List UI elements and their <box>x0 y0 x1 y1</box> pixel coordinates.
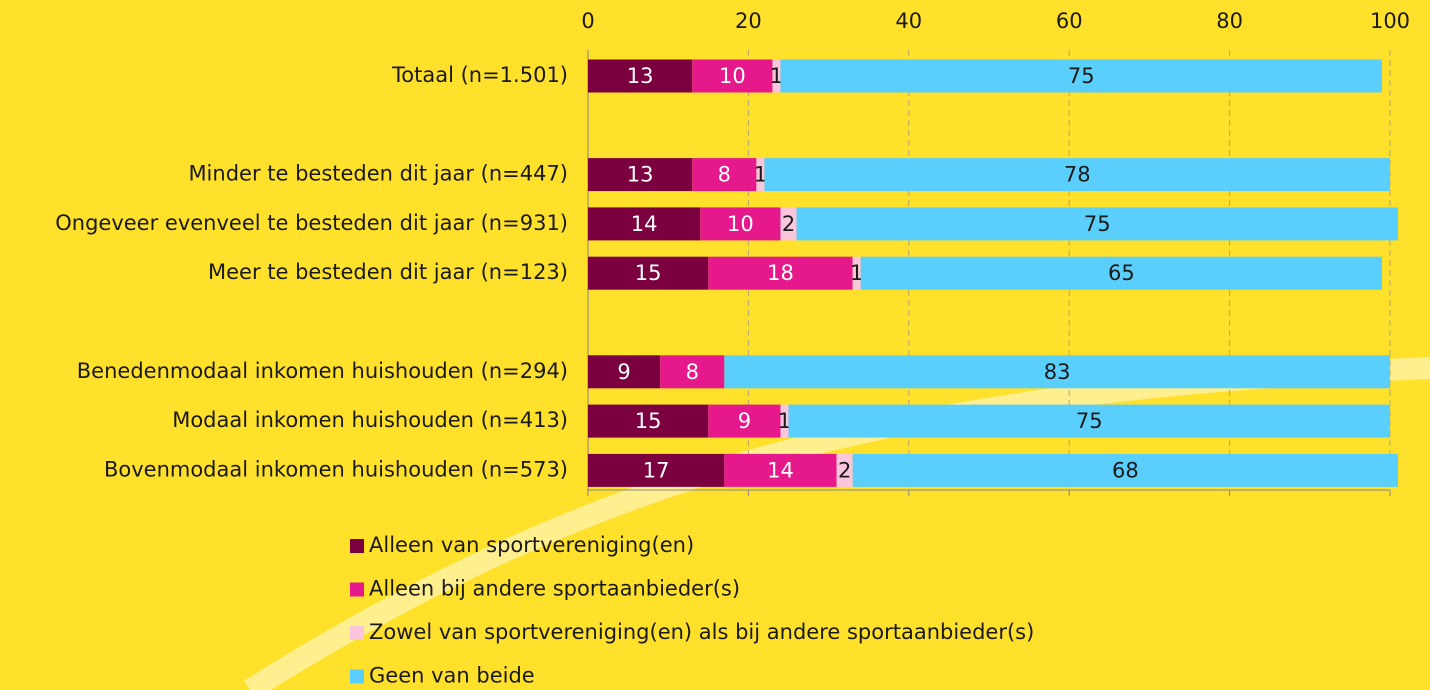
data-label: 8 <box>686 360 699 384</box>
legend-label: Zowel van sportvereniging(en) als bij an… <box>369 620 1034 644</box>
bar-segment <box>772 59 781 93</box>
data-label: 68 <box>1112 458 1139 482</box>
legend-label: Alleen van sportvereniging(en) <box>369 533 694 557</box>
data-label: 75 <box>1076 409 1103 433</box>
x-tick-label: 0 <box>581 9 594 33</box>
bar-segment <box>756 158 765 192</box>
legend-swatch <box>350 539 364 553</box>
x-tick-label: 20 <box>735 9 762 33</box>
bar-segment <box>588 158 693 192</box>
legend-label: Alleen bij andere sportaanbieder(s) <box>369 577 740 601</box>
data-label: 75 <box>1084 212 1111 236</box>
y-tick-label: Meer te besteden dit jaar (n=123) <box>208 260 568 284</box>
bar-segment <box>588 256 709 290</box>
bar-segment <box>852 256 861 290</box>
y-tick-label: Benedenmodaal inkomen huishouden (n=294) <box>77 359 568 383</box>
data-label: 15 <box>635 261 662 285</box>
data-label: 10 <box>719 64 746 88</box>
legend-swatch <box>350 669 364 684</box>
bar-segment <box>724 355 1390 389</box>
bar-segment <box>788 404 1390 438</box>
data-label: 13 <box>627 163 654 187</box>
data-label: 8 <box>718 163 731 187</box>
bar-segment <box>588 59 693 93</box>
bar-segment <box>588 404 709 438</box>
bar-segment <box>588 453 725 487</box>
legend-swatch <box>350 582 364 597</box>
data-label: 10 <box>727 212 754 236</box>
data-label: 2 <box>782 212 795 236</box>
bar-segment <box>708 404 781 438</box>
data-label: 15 <box>635 409 662 433</box>
bar-segment <box>852 453 1399 487</box>
y-tick-label: Totaal (n=1.501) <box>391 63 568 87</box>
legend-swatch <box>350 626 364 640</box>
data-label: 18 <box>767 261 794 285</box>
bar-segment <box>700 207 781 241</box>
x-tick-label: 80 <box>1216 9 1243 33</box>
bar-segment <box>708 256 853 290</box>
data-label: 9 <box>617 360 630 384</box>
bar-segment <box>796 207 1399 241</box>
data-label: 83 <box>1044 360 1071 384</box>
data-label: 78 <box>1064 163 1091 187</box>
data-label: 14 <box>767 458 794 482</box>
bar-segment <box>780 59 1382 93</box>
bar-segment <box>780 404 789 438</box>
x-tick-label: 100 <box>1370 9 1410 33</box>
bar-segment <box>660 355 725 389</box>
y-tick-label: Ongeveer evenveel te besteden dit jaar (… <box>55 211 568 235</box>
bar-segment <box>588 207 701 241</box>
data-label: 1 <box>770 64 783 88</box>
x-tick-label: 60 <box>1056 9 1083 33</box>
data-label: 13 <box>627 64 654 88</box>
data-label: 9 <box>738 409 751 433</box>
legend-label: Geen van beide <box>369 664 535 688</box>
bar-segment <box>692 59 773 93</box>
bar-segment <box>588 355 661 389</box>
x-tick-label: 40 <box>895 9 922 33</box>
data-label: 17 <box>643 458 670 482</box>
y-tick-label: Minder te besteden dit jaar (n=447) <box>188 162 568 186</box>
y-tick-label: Bovenmodaal inkomen huishouden (n=573) <box>104 457 568 481</box>
bar-segment <box>860 256 1382 290</box>
data-label: 75 <box>1068 64 1095 88</box>
data-label: 1 <box>850 261 863 285</box>
data-label: 1 <box>778 409 791 433</box>
data-label: 65 <box>1108 261 1135 285</box>
data-label: 1 <box>754 163 767 187</box>
y-tick-label: Modaal inkomen huishouden (n=413) <box>172 408 568 432</box>
bar-segment <box>836 453 853 487</box>
data-label: 2 <box>838 458 851 482</box>
bar-segment <box>724 453 837 487</box>
data-label: 14 <box>631 212 658 236</box>
bar-segment <box>780 207 797 241</box>
bar-segment <box>764 158 1390 192</box>
bar-segment <box>692 158 757 192</box>
